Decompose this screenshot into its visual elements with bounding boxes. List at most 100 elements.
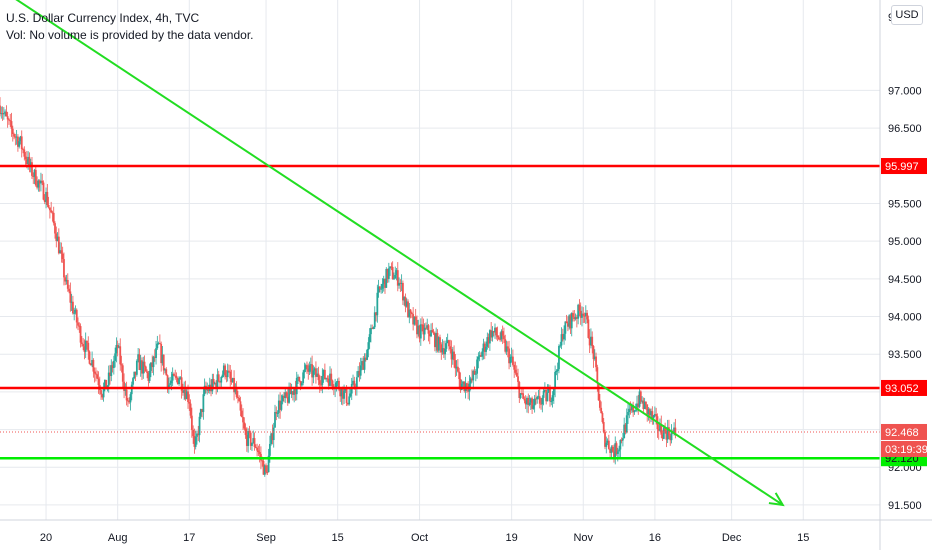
candle-body [560, 334, 563, 346]
candle-body [242, 416, 244, 423]
candle-body [458, 371, 461, 380]
candle-body [283, 395, 285, 399]
candle-body [556, 369, 559, 372]
candle-body [23, 149, 26, 157]
candle-body [494, 327, 496, 333]
candle-body [652, 415, 655, 419]
candle-body [528, 402, 531, 405]
candle-body [162, 354, 165, 371]
candle-body [396, 270, 399, 286]
candle-body [57, 236, 60, 254]
candle-body [653, 414, 656, 416]
candle-body [501, 331, 504, 336]
candle-body [41, 180, 44, 183]
candle-body [481, 351, 484, 357]
candle-body [586, 312, 588, 320]
candle-body [604, 431, 606, 447]
candle-body [262, 461, 265, 475]
candle-body [359, 365, 362, 376]
candle-body [42, 182, 45, 200]
candle-body [326, 378, 329, 380]
candle-body [221, 374, 224, 377]
time-axis[interactable]: 20 Aug 17 Sep 15 Oct 19 Nov 16 Dec 15 [40, 532, 809, 544]
candle-body [335, 382, 338, 388]
candle-body [520, 393, 523, 395]
candle-body [613, 451, 615, 458]
candle-body [277, 400, 280, 413]
candle-body [316, 373, 319, 377]
candle-body [426, 325, 429, 329]
horizontal-levels[interactable] [0, 164, 880, 460]
candle-body [514, 369, 517, 373]
candle-body [102, 387, 105, 398]
candle-body [366, 349, 368, 360]
candle-body [568, 315, 571, 327]
candle-body [127, 400, 129, 402]
candle-body [226, 370, 229, 378]
candle-body [173, 373, 175, 376]
candle-body [285, 392, 288, 397]
candle-body [483, 343, 486, 352]
candle-body [412, 314, 415, 325]
candle-body [203, 385, 206, 395]
candle-body [418, 325, 421, 339]
trendline-drawing[interactable] [0, 0, 785, 507]
trendline [15, 0, 784, 506]
candle-body [381, 283, 384, 289]
candle-body [538, 396, 541, 404]
candle-body [587, 319, 590, 338]
candle-body [347, 403, 349, 405]
candle-body [655, 414, 658, 417]
candle-body [109, 372, 111, 376]
candle-body [537, 396, 540, 398]
candle-body [632, 404, 635, 413]
candle-body [228, 370, 230, 372]
candle-body [488, 330, 491, 344]
candle-body [385, 268, 388, 288]
candle-body [413, 316, 416, 325]
candle-body [473, 370, 476, 375]
candle-body [499, 339, 502, 341]
candle-body [266, 472, 269, 474]
candle-body [531, 398, 533, 409]
candle-body [414, 316, 417, 320]
candle-body [614, 443, 617, 458]
candle-body [45, 191, 47, 203]
candle-body [157, 343, 160, 345]
candle-body [134, 371, 137, 375]
candle-body [449, 346, 452, 350]
candle-body [541, 397, 544, 405]
candle-body [353, 380, 356, 388]
currency-button[interactable]: USD [891, 5, 923, 25]
candle-body [25, 159, 28, 165]
candle-body [11, 128, 14, 135]
candle-body [142, 361, 145, 374]
candle-body [29, 162, 32, 166]
candle-body [403, 297, 406, 301]
time-tick-label: Aug [108, 532, 128, 544]
candle-body [105, 379, 108, 390]
candle-body [73, 312, 76, 314]
candle-body [550, 401, 553, 403]
candle-body [118, 346, 120, 348]
candle-body [459, 379, 462, 391]
candle-body [517, 376, 519, 383]
time-tick-label: 15 [332, 532, 344, 544]
candle-body [437, 337, 440, 351]
candle-body [668, 427, 670, 436]
candle-body [147, 373, 150, 381]
candle-body [144, 366, 147, 372]
candle-body [633, 410, 636, 413]
candle-body [408, 309, 411, 318]
candle-body [463, 381, 466, 391]
candle-body [92, 359, 95, 372]
candle-body [377, 286, 380, 293]
candle-body [567, 323, 569, 327]
candle-body [161, 354, 164, 364]
candle-body [95, 373, 97, 375]
candle-body [462, 381, 464, 384]
resistance-price-tag: 93.052 [885, 383, 919, 395]
candle-body [234, 388, 237, 393]
resistance-price-tag-bg [881, 379, 927, 396]
